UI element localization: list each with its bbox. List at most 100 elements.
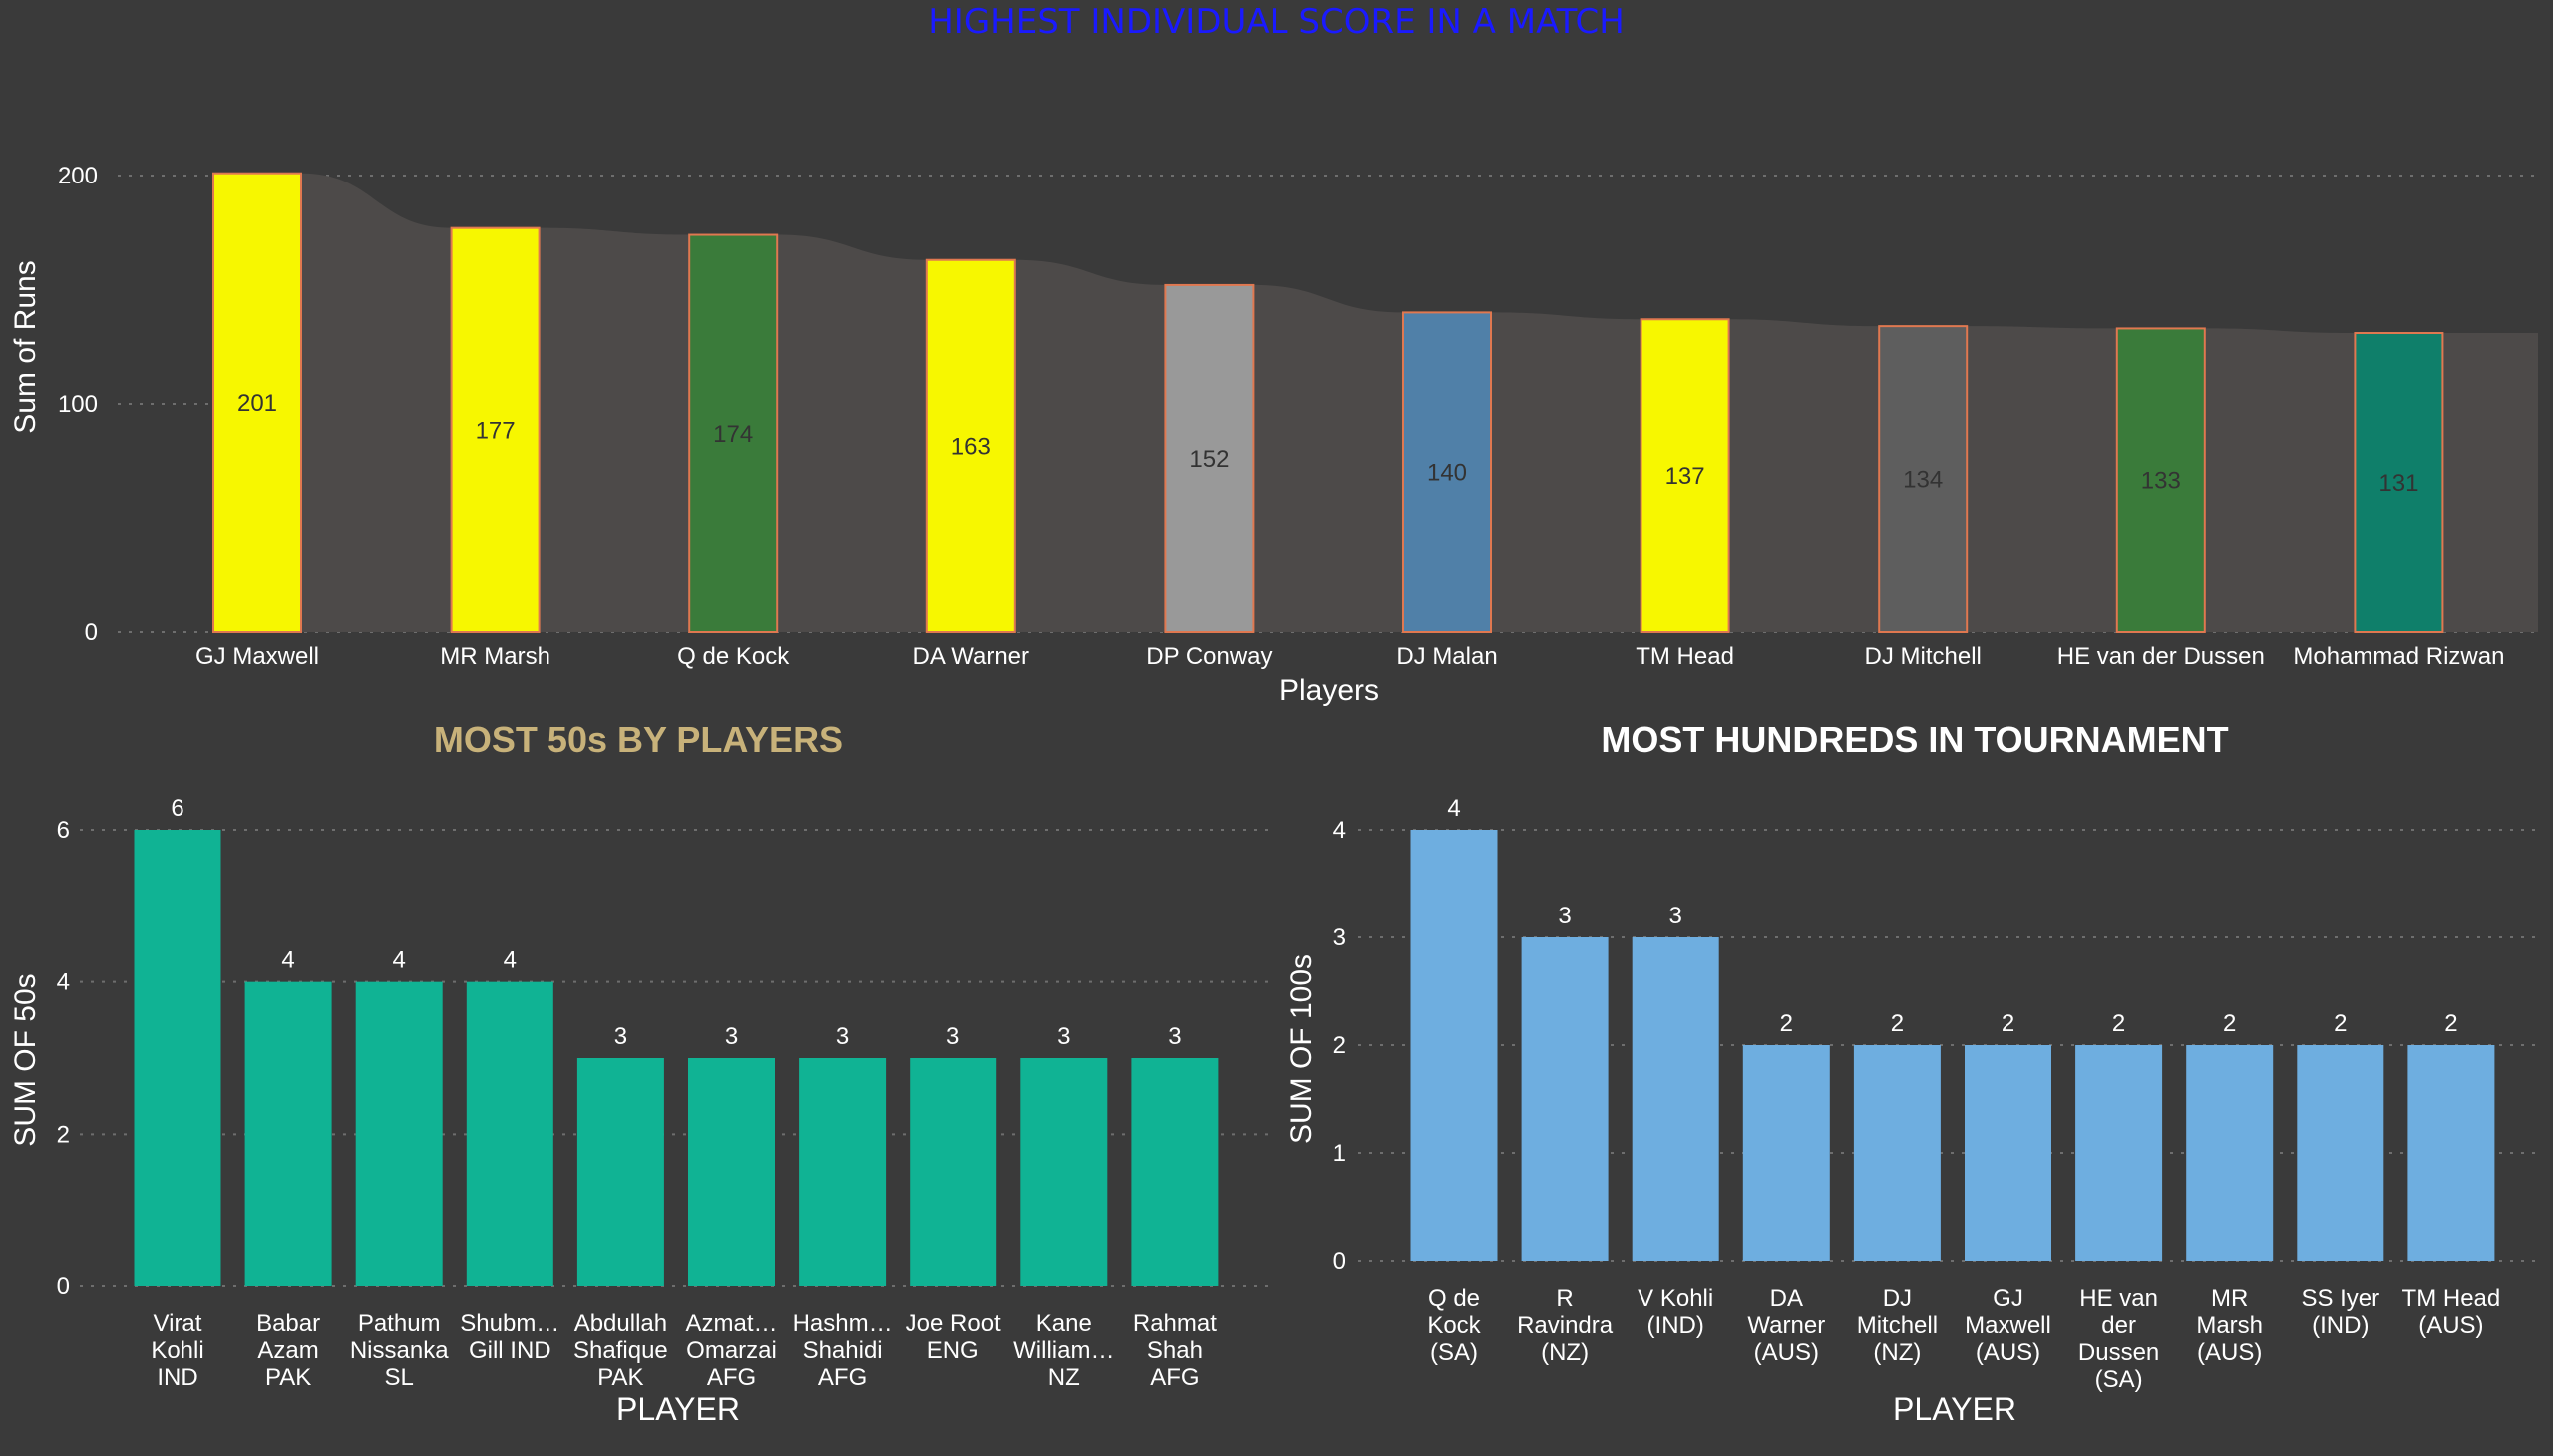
- y-tick-label: 100: [58, 391, 98, 418]
- x-tick-label-line: SS Iyer: [2301, 1285, 2379, 1312]
- bar-value-label: 3: [946, 1023, 959, 1050]
- bar[interactable]: [1640, 318, 1730, 633]
- highest-score-x-axis-label: Players: [1279, 674, 1379, 707]
- bar[interactable]: [576, 1058, 664, 1286]
- x-tick-label-line: R: [1556, 1285, 1573, 1312]
- bar[interactable]: [450, 226, 541, 633]
- x-tick-label: GJ Maxwell: [195, 643, 319, 670]
- x-tick-label-line: Shah: [1147, 1337, 1203, 1364]
- x-tick-label-line: SL: [385, 1364, 414, 1391]
- bar-value-label: 4: [281, 947, 294, 974]
- most-50s-chart: MOST 50s BY PLAYERS 6 4 4 4 3 3 3 3 3 3 0 2 4 6 Vira…: [9, 719, 1275, 1427]
- bar[interactable]: [925, 258, 1016, 633]
- bar[interactable]: [2075, 1045, 2163, 1261]
- x-tick-label-line: Mitchell: [1857, 1312, 1938, 1339]
- bar[interactable]: [799, 1058, 887, 1286]
- bar[interactable]: [1020, 1058, 1108, 1286]
- x-tick-label: DJ Malan: [1396, 643, 1497, 670]
- x-tick-label-line: HE van: [2079, 1285, 2158, 1312]
- x-tick-label-line: Kohli: [151, 1337, 203, 1364]
- bar[interactable]: [1965, 1045, 2051, 1261]
- bar[interactable]: [134, 830, 221, 1286]
- y-tick-label: 1: [1333, 1140, 1346, 1167]
- most-50s-title: MOST 50s BY PLAYERS: [434, 719, 843, 760]
- x-tick-label-line: Shafique: [573, 1337, 668, 1364]
- x-tick-label-line: PAK: [265, 1364, 311, 1391]
- most-50s-y-axis-label: SUM OF 50s: [9, 973, 42, 1146]
- x-tick-label-line: Maxwell: [1965, 1312, 2051, 1339]
- highest-score-x-ticks: GJ Maxwell MR Marsh Q de Kock DA Warner DP C…: [195, 643, 2504, 670]
- bar[interactable]: [1131, 1058, 1219, 1286]
- bar-value-label: 3: [1558, 903, 1571, 929]
- x-tick-label-line: Abdullah: [574, 1310, 667, 1337]
- x-tick-label: DP Conway: [1146, 643, 1272, 670]
- bar[interactable]: [2354, 332, 2444, 633]
- bar[interactable]: [688, 1058, 775, 1286]
- highest-score-y-axis-label: Sum of Runs: [9, 260, 42, 433]
- bar[interactable]: [212, 172, 302, 634]
- x-tick-label-line: (IND): [1647, 1312, 1704, 1339]
- bar[interactable]: [1402, 311, 1492, 633]
- x-tick-label: TM Head(AUS): [2402, 1285, 2501, 1339]
- x-tick-label-line: Warner: [1747, 1312, 1825, 1339]
- most-hundreds-bars: 4 3 3 2 2 2 2 2 2 2: [1410, 795, 2495, 1261]
- bar[interactable]: [1521, 937, 1609, 1261]
- bar[interactable]: [910, 1058, 997, 1286]
- x-tick-label-line: DJ: [1883, 1285, 1912, 1312]
- x-tick-label: V Kohli(IND): [1638, 1285, 1713, 1339]
- x-tick-label-line: William…: [1013, 1337, 1114, 1364]
- x-tick-label-line: ENG: [927, 1337, 979, 1364]
- bar-value-label: 2: [2334, 1010, 2347, 1037]
- bar-value-label: 140: [1427, 460, 1467, 487]
- y-tick-label: 3: [1333, 924, 1346, 951]
- bar[interactable]: [1410, 830, 1498, 1261]
- bar[interactable]: [2186, 1045, 2274, 1261]
- x-tick-label: DA Warner: [913, 643, 1029, 670]
- bar-value-label: 2: [1891, 1010, 1904, 1037]
- bar[interactable]: [1164, 283, 1255, 633]
- bar-value-label: 133: [2141, 468, 2181, 495]
- y-tick-label: 4: [57, 969, 70, 996]
- y-tick-label: 0: [1333, 1248, 1346, 1274]
- x-tick-label-line: (SA): [1430, 1339, 1478, 1366]
- x-tick-label-line: Azam: [257, 1337, 318, 1364]
- x-tick-label-line: MR: [2211, 1285, 2248, 1312]
- x-tick-label: SS Iyer(IND): [2301, 1285, 2379, 1339]
- bar-value-label: 4: [1447, 795, 1460, 822]
- x-tick-label-line: (NZ): [1541, 1339, 1589, 1366]
- x-tick-label-line: IND: [157, 1364, 197, 1391]
- bar[interactable]: [1878, 325, 1969, 633]
- bar[interactable]: [244, 981, 332, 1286]
- bar-value-label: 137: [1665, 463, 1705, 490]
- bar[interactable]: [2115, 327, 2206, 633]
- most-hundreds-title: MOST HUNDREDS IN TOURNAMENT: [1601, 719, 2228, 760]
- highest-score-y-ticks: 0 100 200: [58, 163, 98, 646]
- bar[interactable]: [2297, 1045, 2384, 1261]
- x-tick-label-line: (AUS): [2418, 1312, 2483, 1339]
- y-tick-label: 4: [1333, 817, 1346, 844]
- bar[interactable]: [355, 981, 443, 1286]
- x-tick-label-line: Kane: [1036, 1310, 1092, 1337]
- bar[interactable]: [1632, 937, 1719, 1261]
- x-tick-label-line: (AUS): [1976, 1339, 2040, 1366]
- bar[interactable]: [466, 981, 553, 1286]
- bar[interactable]: [1853, 1045, 1941, 1261]
- bar[interactable]: [2407, 1045, 2495, 1261]
- bar-value-label: 4: [393, 947, 406, 974]
- bar-value-label: 177: [476, 417, 516, 444]
- bar[interactable]: [1742, 1045, 1830, 1261]
- x-tick-label-line: TM Head: [2402, 1285, 2501, 1312]
- most-50s-x-axis-label: PLAYER: [616, 1391, 740, 1427]
- bar[interactable]: [688, 233, 779, 633]
